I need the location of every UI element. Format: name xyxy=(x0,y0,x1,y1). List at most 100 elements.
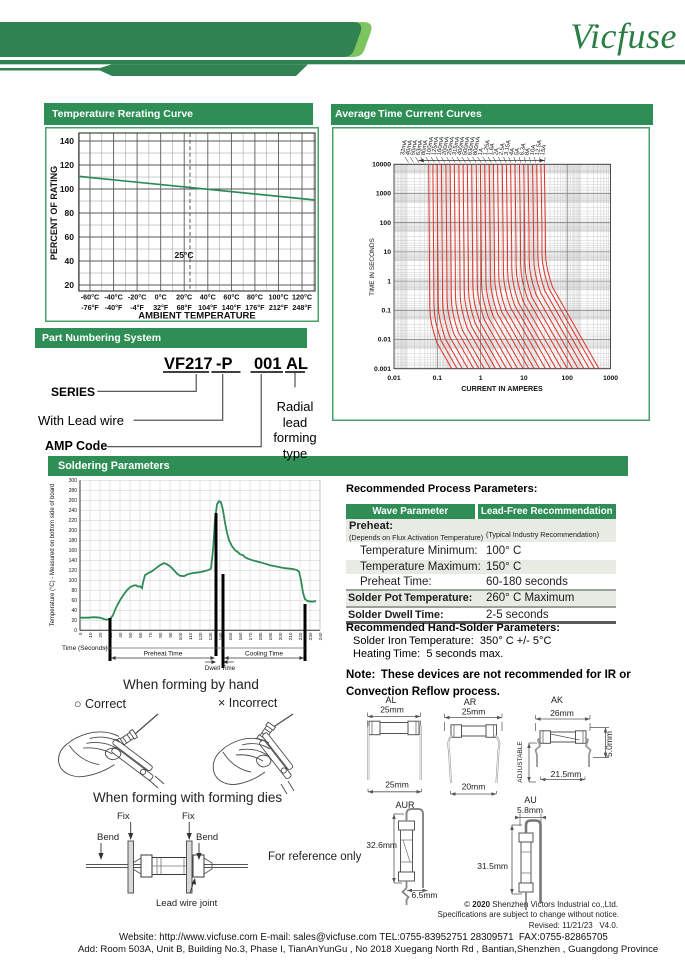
svg-text:-40°C: -40°C xyxy=(104,293,122,302)
svg-text:130: 130 xyxy=(208,632,213,640)
svg-text:20mm: 20mm xyxy=(462,782,486,792)
svg-text:3.15A: 3.15A xyxy=(504,140,513,156)
svg-text:6.3A: 6.3A xyxy=(519,143,527,156)
svg-text:300: 300 xyxy=(69,478,78,484)
svg-text:70: 70 xyxy=(148,632,153,638)
svg-text:80mA: 80mA xyxy=(421,140,430,156)
svg-text:1: 1 xyxy=(387,278,391,285)
svg-text:10: 10 xyxy=(88,632,93,638)
svg-text:31.5mm: 31.5mm xyxy=(477,861,508,871)
svg-text:AU: AU xyxy=(524,795,537,805)
svg-text:125mA: 125mA xyxy=(431,136,440,155)
svg-text:0: 0 xyxy=(78,632,83,635)
svg-text:140: 140 xyxy=(60,136,74,146)
svg-text:210: 210 xyxy=(288,632,293,640)
svg-text:40°C: 40°C xyxy=(200,293,216,302)
svg-text:60: 60 xyxy=(65,232,75,242)
svg-text:10: 10 xyxy=(520,375,528,382)
svg-text:176°F: 176°F xyxy=(245,303,265,312)
svg-text:0°C: 0°C xyxy=(155,293,167,302)
svg-text:32°F: 32°F xyxy=(153,303,169,312)
svg-text:10000: 10000 xyxy=(372,162,391,169)
svg-text:100mA: 100mA xyxy=(426,136,435,155)
svg-text:160: 160 xyxy=(69,548,78,554)
svg-text:-40°F: -40°F xyxy=(105,303,123,312)
svg-text:Bend: Bend xyxy=(196,832,218,843)
svg-text:80: 80 xyxy=(71,588,77,594)
svg-text:Dwell Time: Dwell Time xyxy=(205,665,236,672)
svg-text:400mA: 400mA xyxy=(457,136,466,155)
svg-text:25°C: 25°C xyxy=(175,250,194,260)
svg-text:1A: 1A xyxy=(478,148,485,156)
svg-text:20°C: 20°C xyxy=(176,293,192,302)
svg-text:230: 230 xyxy=(308,632,313,640)
svg-text:32.6mm: 32.6mm xyxy=(366,840,397,850)
svg-text:15A: 15A xyxy=(540,144,548,155)
svg-text:32mA: 32mA xyxy=(400,140,409,156)
svg-text:1000: 1000 xyxy=(603,375,618,382)
svg-text:315mA: 315mA xyxy=(452,136,461,155)
svg-text:0.001: 0.001 xyxy=(374,366,391,373)
svg-text:160mA: 160mA xyxy=(436,136,445,155)
svg-text:630mA: 630mA xyxy=(467,136,476,155)
svg-text:0.01: 0.01 xyxy=(387,375,400,382)
svg-text:0.1: 0.1 xyxy=(433,375,443,382)
svg-text:120: 120 xyxy=(69,568,78,574)
svg-text:1.6A: 1.6A xyxy=(488,143,496,156)
svg-text:2.5A: 2.5A xyxy=(499,143,507,156)
svg-text:50mA: 50mA xyxy=(410,140,419,156)
svg-text:40: 40 xyxy=(71,608,77,614)
svg-text:20: 20 xyxy=(65,280,75,290)
svg-text:140: 140 xyxy=(218,632,223,640)
svg-text:280: 280 xyxy=(69,488,78,494)
svg-text:12.5A: 12.5A xyxy=(535,140,544,156)
svg-text:Preheat Time: Preheat Time xyxy=(144,651,183,658)
svg-text:Time (Seconds): Time (Seconds) xyxy=(62,645,108,652)
svg-text:50: 50 xyxy=(128,632,133,638)
svg-text:6.5mm: 6.5mm xyxy=(412,890,438,900)
svg-text:40mA: 40mA xyxy=(405,140,414,156)
svg-text:ADJUSTABLE: ADJUSTABLE xyxy=(517,741,524,783)
svg-text:10A: 10A xyxy=(530,144,538,155)
svg-text:200: 200 xyxy=(278,632,283,640)
svg-text:80°C: 80°C xyxy=(247,293,263,302)
svg-text:250mA: 250mA xyxy=(447,136,456,155)
svg-text:100: 100 xyxy=(380,220,392,227)
svg-text:5.8mm: 5.8mm xyxy=(517,805,543,815)
svg-text:20: 20 xyxy=(71,618,77,624)
svg-text:20: 20 xyxy=(98,632,103,638)
svg-text:800mA: 800mA xyxy=(473,136,482,155)
svg-text:100: 100 xyxy=(562,375,574,382)
svg-text:140°F: 140°F xyxy=(222,303,242,312)
svg-text:60: 60 xyxy=(138,632,143,638)
svg-text:110: 110 xyxy=(188,632,193,640)
svg-text:150: 150 xyxy=(228,632,233,640)
svg-text:60: 60 xyxy=(71,598,77,604)
svg-text:80: 80 xyxy=(158,632,163,638)
svg-text:26mm: 26mm xyxy=(550,708,574,718)
svg-text:-20°C: -20°C xyxy=(128,293,146,302)
svg-text:100: 100 xyxy=(60,184,74,194)
svg-text:5A: 5A xyxy=(514,148,521,156)
svg-text:0.01: 0.01 xyxy=(378,337,391,344)
svg-text:200mA: 200mA xyxy=(442,136,451,155)
svg-text:25mm: 25mm xyxy=(380,705,404,715)
svg-text:248°F: 248°F xyxy=(292,303,312,312)
svg-text:63mA: 63mA xyxy=(416,140,425,156)
svg-text:40: 40 xyxy=(118,632,123,638)
svg-text:100°C: 100°C xyxy=(268,293,288,302)
svg-text:1.25A: 1.25A xyxy=(483,140,492,156)
svg-text:40: 40 xyxy=(65,256,75,266)
svg-text:120: 120 xyxy=(60,160,74,170)
svg-text:AL: AL xyxy=(385,695,396,705)
svg-text:140: 140 xyxy=(69,558,78,564)
svg-text:180: 180 xyxy=(69,538,78,544)
svg-text:220: 220 xyxy=(69,518,78,524)
svg-text:30: 30 xyxy=(108,632,113,638)
svg-text:100: 100 xyxy=(178,632,183,640)
svg-text:220: 220 xyxy=(298,632,303,640)
svg-text:170: 170 xyxy=(248,632,253,640)
svg-text:5.0mm: 5.0mm xyxy=(604,731,614,757)
svg-text:10: 10 xyxy=(383,249,391,256)
svg-text:Bend: Bend xyxy=(97,832,119,843)
